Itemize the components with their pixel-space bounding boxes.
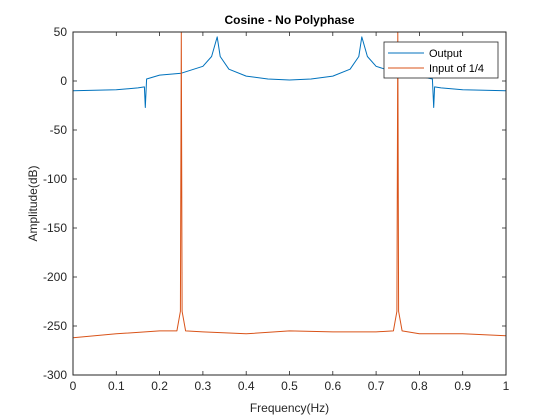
y-tick-label: -300 — [43, 368, 67, 382]
x-tick-label: 0.1 — [108, 379, 125, 393]
y-axis-label: Amplitude(dB) — [26, 165, 40, 241]
y-tick-label: -100 — [43, 172, 67, 186]
chart-title: Cosine - No Polyphase — [224, 13, 354, 27]
axes-background — [73, 32, 506, 375]
series-line-1 — [73, 32, 506, 339]
y-tick-label: -200 — [43, 270, 67, 284]
x-tick-label: 0.5 — [281, 379, 298, 393]
x-tick-label: 0 — [70, 379, 77, 393]
legend-label-output: Output — [429, 48, 462, 60]
x-tick-label: 0.6 — [324, 379, 341, 393]
x-tick-label: 1 — [503, 379, 510, 393]
y-tick-label: 50 — [54, 25, 68, 39]
x-tick-label: 0.3 — [195, 379, 212, 393]
x-tick-label: 0.7 — [368, 379, 385, 393]
series-line-0 — [73, 36, 506, 108]
y-tick-label: 0 — [60, 74, 67, 88]
y-tick-label: -250 — [43, 319, 67, 333]
y-axis: -300 -250 -200 -150 -100 -50 0 50 — [43, 25, 506, 382]
y-tick-label: -50 — [50, 123, 68, 137]
x-tick-label: 0.4 — [238, 379, 255, 393]
x-tick-label: 0.8 — [411, 379, 428, 393]
x-tick-label: 0.2 — [151, 379, 168, 393]
legend: Output Input of 1/4 — [383, 41, 499, 79]
legend-box — [383, 41, 499, 79]
plot-area — [73, 32, 506, 339]
legend-label-input: Input of 1/4 — [429, 63, 484, 75]
x-tick-label: 0.9 — [454, 379, 471, 393]
y-tick-label: -150 — [43, 221, 67, 235]
x-axis: 0 0.1 0.2 0.3 0.4 0.5 0.6 0.7 0.8 0.9 1 — [70, 32, 510, 393]
x-axis-label: Frequency(Hz) — [250, 401, 329, 415]
